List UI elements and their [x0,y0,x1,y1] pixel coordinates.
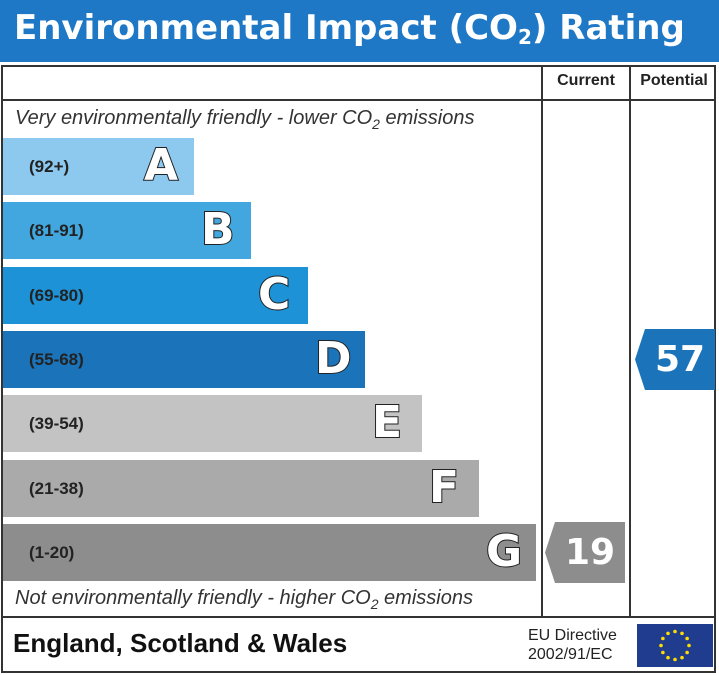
band-d: (55-68) D [3,330,365,388]
band-letter: D [314,332,353,385]
band-b: (81-91) B [3,202,251,260]
header-bar: Environmental Impact (CO2) Rating [0,0,719,62]
eu-directive-line1: EU Directive [528,627,617,644]
eu-directive-text: EU Directive 2002/91/EC [528,626,617,664]
band-range-label: (39-54) [29,414,84,434]
band-range-label: (69-80) [29,285,84,305]
band-a: (92+) A [3,138,194,195]
potential-rating-arrow: 57 [635,328,715,390]
column-divider-current [541,65,543,618]
band-f: (21-38) F [3,459,479,517]
current-rating-arrow: 19 [545,521,625,583]
band-e: (39-54) E [3,395,422,453]
band-range-label: (21-38) [29,478,84,498]
footer-divider [1,616,716,618]
band-range-label: (81-91) [29,221,84,241]
band-range-label: (55-68) [29,349,84,369]
rating-frame [1,65,716,673]
band-letter: C [257,268,291,321]
current-column-header: Current [557,72,615,89]
potential-column-header: Potential [640,72,708,89]
band-range-label: (92+) [29,157,70,176]
bottom-caption: Not environmentally friendly - higher CO… [15,587,473,612]
eu-flag-icon [637,624,713,667]
eu-directive-line2: 2002/91/EC [528,646,613,663]
band-letter: G [485,525,523,578]
band-letter: F [428,461,460,514]
top-caption: Very environmentally friendly - lower CO… [15,107,475,132]
column-divider-potential [629,65,631,618]
header-row-divider [1,99,716,101]
band-c: (69-80) C [3,266,308,324]
band-range-label: (1-20) [29,542,75,562]
band-letter: E [371,396,403,449]
band-g: (1-20) G [3,523,536,581]
potential-rating-arrow-value: 57 [654,338,706,380]
band-letter: B [200,203,236,256]
band-letter: A [143,139,179,192]
current-rating-arrow-value: 19 [564,531,616,573]
country-label: England, Scotland & Wales [13,628,348,658]
page-title: Environmental Impact (CO2) Rating [14,8,685,49]
